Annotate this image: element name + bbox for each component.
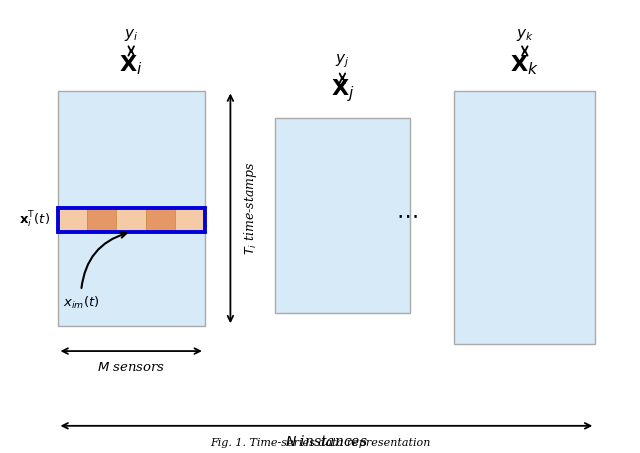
Text: $\mathbf{X}_k$: $\mathbf{X}_k$ [510,53,540,77]
Text: $\mathbf{X}_i$: $\mathbf{X}_i$ [120,53,143,77]
Text: $x_{im}(t)$: $x_{im}(t)$ [63,295,99,312]
Text: $T_i$ time-stamps: $T_i$ time-stamps [242,162,259,255]
Bar [87,208,116,232]
Bar [58,208,87,232]
Text: $N$ instances: $N$ instances [285,434,368,449]
Text: $y_j$: $y_j$ [335,53,349,70]
Text: Fig. 1. Time-series data representation: Fig. 1. Time-series data representation [210,438,430,448]
Text: $\cdots$: $\cdots$ [396,205,417,225]
Text: $\mathbf{X}_j$: $\mathbf{X}_j$ [331,77,354,104]
Text: $M$ sensors: $M$ sensors [97,361,165,374]
Bar [58,208,205,232]
Bar [175,208,205,232]
Bar [116,208,146,232]
Text: $y_k$: $y_k$ [516,27,534,43]
Bar [275,118,410,313]
Text: $y_i$: $y_i$ [124,27,138,43]
Bar [454,91,595,344]
Bar [146,208,175,232]
Text: $\mathbf{x}_i^{\rm T}(t)$: $\mathbf{x}_i^{\rm T}(t)$ [19,210,50,230]
Bar [58,91,205,326]
